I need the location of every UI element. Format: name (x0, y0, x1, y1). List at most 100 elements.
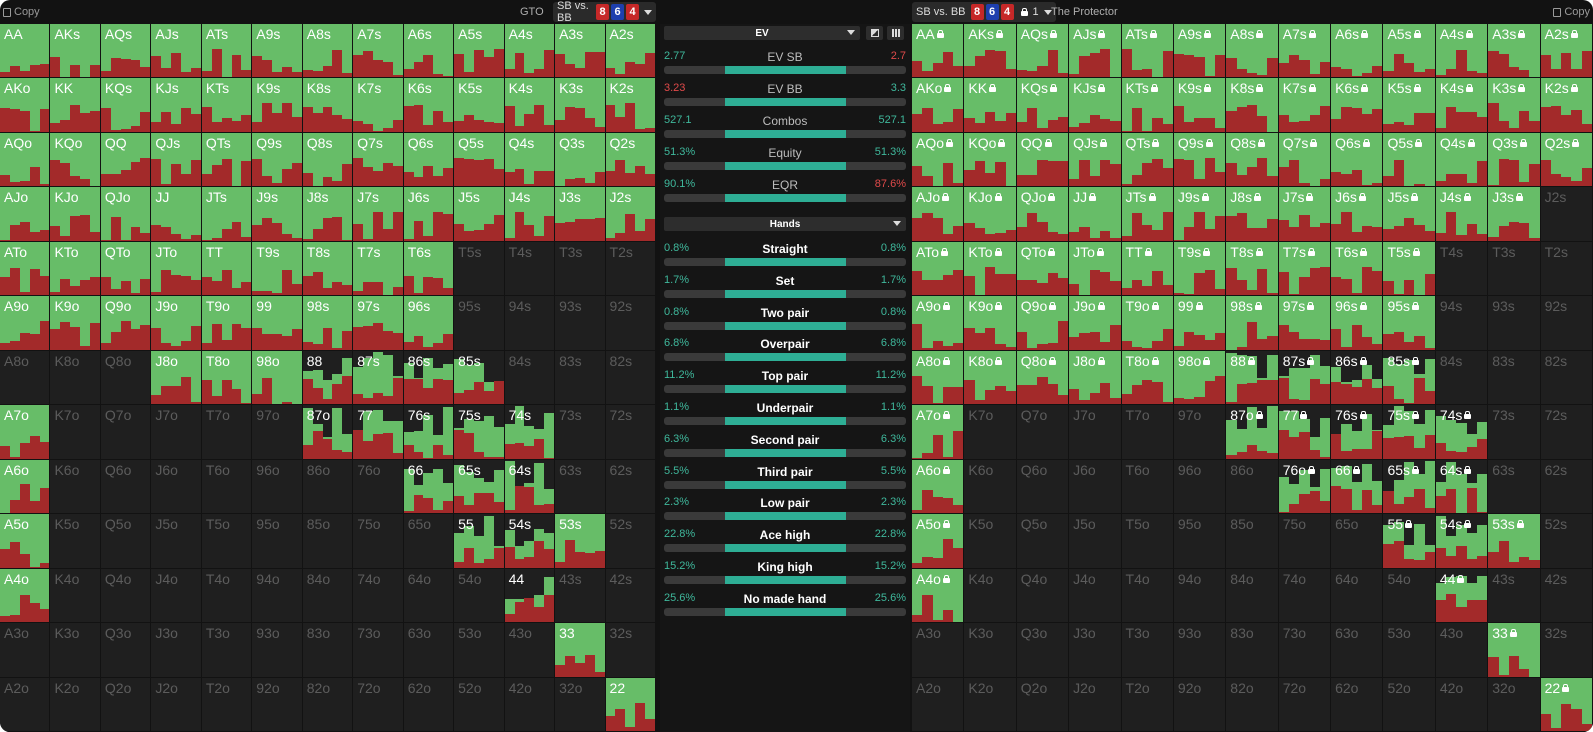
hand-cell[interactable]: J9s (1174, 187, 1226, 241)
hand-cell[interactable]: T2o (202, 678, 252, 732)
hand-cell[interactable]: J7o (1069, 405, 1121, 459)
hand-cell[interactable]: K7o (50, 405, 100, 459)
hand-cell[interactable]: 87s (353, 351, 403, 405)
hand-cell[interactable]: A3o (912, 623, 964, 677)
hand-cell[interactable]: A7s (1279, 24, 1331, 78)
left-copy-button[interactable]: Copy (3, 6, 40, 18)
hand-cell[interactable]: JTo (1069, 242, 1121, 296)
hand-cell[interactable]: K9o (50, 296, 100, 350)
hand-cell[interactable]: TT (202, 242, 252, 296)
hand-cell[interactable]: AKo (912, 78, 964, 132)
hand-cell[interactable]: QTs (202, 133, 252, 187)
hand-cell[interactable]: K8o (50, 351, 100, 405)
hand-cell[interactable]: QTo (101, 242, 151, 296)
hand-cell[interactable]: K6s (404, 78, 454, 132)
hand-cell[interactable]: 85s (1383, 351, 1435, 405)
hand-cell[interactable]: AJo (912, 187, 964, 241)
hand-cell[interactable]: A6s (404, 24, 454, 78)
hand-cell[interactable]: A4s (505, 24, 555, 78)
hand-cell[interactable]: Q2o (101, 678, 151, 732)
hand-cell[interactable]: 86o (1226, 460, 1278, 514)
hand-cell[interactable]: A9o (912, 296, 964, 350)
hand-cell[interactable]: 53s (555, 514, 605, 568)
hand-cell[interactable]: 63s (1488, 460, 1540, 514)
hand-cell[interactable]: K5o (50, 514, 100, 568)
hand-cell[interactable]: QJs (151, 133, 201, 187)
hand-cell[interactable]: KQo (964, 133, 1016, 187)
hand-cell[interactable]: A5o (0, 514, 50, 568)
hand-cell[interactable]: T6o (1122, 460, 1174, 514)
hand-cell[interactable]: 84s (1436, 351, 1488, 405)
hand-cell[interactable]: A2o (912, 678, 964, 732)
hand-cell[interactable]: AQs (101, 24, 151, 78)
hand-cell[interactable]: A6s (1331, 24, 1383, 78)
hand-cell[interactable]: KK (50, 78, 100, 132)
hand-cell[interactable]: 93s (555, 296, 605, 350)
hand-cell[interactable]: 76s (1331, 405, 1383, 459)
hand-cell[interactable]: Q4o (1017, 569, 1069, 623)
hand-cell[interactable]: Q4s (1436, 133, 1488, 187)
hand-cell[interactable]: Q7o (101, 405, 151, 459)
hand-cell[interactable]: J2s (1541, 187, 1593, 241)
hand-cell[interactable]: J5s (454, 187, 504, 241)
hand-cell[interactable]: T5s (454, 242, 504, 296)
hand-cell[interactable]: 72o (353, 678, 403, 732)
hand-cell[interactable]: A4s (1436, 24, 1488, 78)
hand-cell[interactable]: ATo (0, 242, 50, 296)
right-copy-button[interactable]: Copy (1553, 6, 1590, 18)
hand-cell[interactable]: A8o (0, 351, 50, 405)
hand-cell[interactable]: K6o (964, 460, 1016, 514)
hand-cell[interactable]: 76o (1279, 460, 1331, 514)
hand-cell[interactable]: 54o (454, 569, 504, 623)
hand-cell[interactable]: T9o (1122, 296, 1174, 350)
hand-cell[interactable]: Q4s (505, 133, 555, 187)
hand-cell[interactable]: K3s (555, 78, 605, 132)
hand-cell[interactable]: 99 (252, 296, 302, 350)
hand-cell[interactable]: 66 (404, 460, 454, 514)
hand-cell[interactable]: KJs (151, 78, 201, 132)
hand-cell[interactable]: 75s (454, 405, 504, 459)
hand-cell[interactable]: T8s (1226, 242, 1278, 296)
hand-cell[interactable]: 64o (404, 569, 454, 623)
hand-cell[interactable]: J4s (505, 187, 555, 241)
hand-cell[interactable]: A2s (606, 24, 656, 78)
hand-cell[interactable]: 88 (303, 351, 353, 405)
hand-cell[interactable]: A9s (1174, 24, 1226, 78)
hand-cell[interactable]: A7s (353, 24, 403, 78)
hand-cell[interactable]: 65o (404, 514, 454, 568)
hand-cell[interactable]: 74o (353, 569, 403, 623)
hand-cell[interactable]: 94o (252, 569, 302, 623)
hand-cell[interactable]: Q6o (101, 460, 151, 514)
hand-cell[interactable]: A6o (0, 460, 50, 514)
hand-cell[interactable]: 63o (1331, 623, 1383, 677)
hand-cell[interactable]: JJ (151, 187, 201, 241)
hand-cell[interactable]: QJo (1017, 187, 1069, 241)
hand-cell[interactable]: Q8o (1017, 351, 1069, 405)
hand-cell[interactable]: K8o (964, 351, 1016, 405)
hand-cell[interactable]: Q6o (1017, 460, 1069, 514)
hand-cell[interactable]: 95o (252, 514, 302, 568)
hand-cell[interactable]: 54s (505, 514, 555, 568)
hand-cell[interactable]: QJs (1069, 133, 1121, 187)
hand-cell[interactable]: QTo (1017, 242, 1069, 296)
hand-cell[interactable]: 53o (454, 623, 504, 677)
hand-cell[interactable]: 63o (404, 623, 454, 677)
hand-cell[interactable]: J9s (252, 187, 302, 241)
hand-cell[interactable]: J5s (1383, 187, 1435, 241)
hand-cell[interactable]: Q2o (1017, 678, 1069, 732)
hand-cell[interactable]: T7s (353, 242, 403, 296)
hand-cell[interactable]: K2o (964, 678, 1016, 732)
hand-cell[interactable]: J7s (353, 187, 403, 241)
hand-cell[interactable]: 83s (1488, 351, 1540, 405)
hand-cell[interactable]: A7o (0, 405, 50, 459)
hand-cell[interactable]: 42o (1436, 678, 1488, 732)
hand-cell[interactable]: K4o (964, 569, 1016, 623)
hand-cell[interactable]: 62s (1541, 460, 1593, 514)
hand-cell[interactable]: A6o (912, 460, 964, 514)
hand-cell[interactable]: 54s (1436, 514, 1488, 568)
grid-icon[interactable] (887, 26, 904, 40)
hand-cell[interactable]: J8s (1226, 187, 1278, 241)
hand-cell[interactable]: 32o (555, 678, 605, 732)
hand-cell[interactable]: 64s (1436, 460, 1488, 514)
hand-cell[interactable]: AJo (0, 187, 50, 241)
